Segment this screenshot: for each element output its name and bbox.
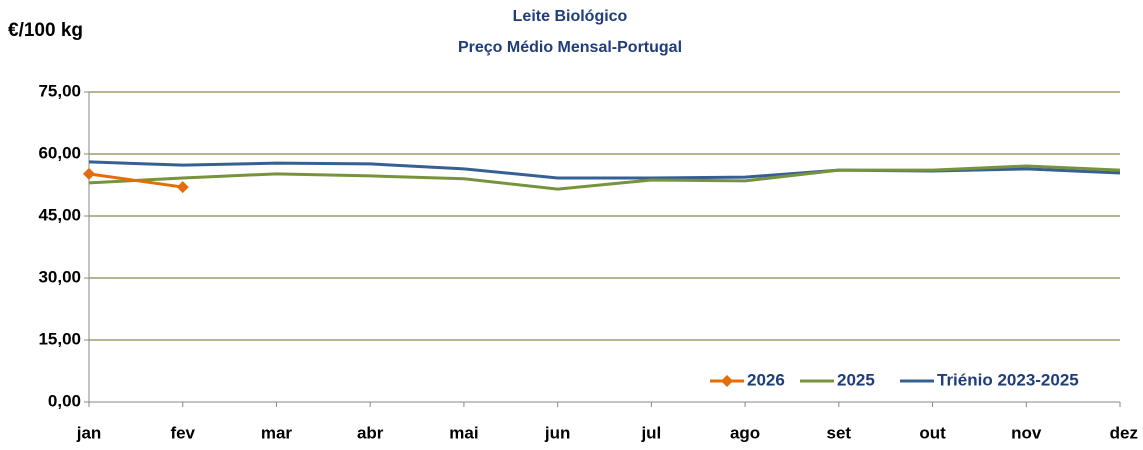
legend-label: Triénio 2023-2025	[937, 370, 1079, 389]
x-tick-label: abr	[357, 423, 384, 442]
chart-title: Leite Biológico	[513, 8, 628, 25]
x-tick-label: mai	[449, 423, 478, 442]
x-tick-label: fev	[170, 423, 195, 442]
y-axis-label: €/100 kg	[8, 20, 83, 41]
x-tick-label: jan	[76, 423, 102, 442]
x-tick-label: ago	[730, 423, 760, 442]
legend-label: 2026	[747, 370, 785, 389]
series-line	[88, 172, 183, 189]
point-marker	[83, 167, 95, 180]
x-tick-label: jun	[544, 423, 571, 442]
x-tick-label: mar	[261, 423, 293, 442]
y-tick-label: 30,00	[38, 267, 81, 286]
y-tick-label: 60,00	[38, 143, 81, 162]
y-tick-label: 0,00	[48, 391, 81, 410]
chart-subtitle: Preço Médio Mensal-Portugal	[458, 39, 682, 56]
x-tick-label: jul	[640, 423, 661, 442]
x-tick-label: nov	[1011, 423, 1042, 442]
x-tick-label: out	[919, 423, 946, 442]
y-tick-label: 75,00	[38, 81, 81, 100]
legend-label: 2025	[837, 370, 875, 389]
series-line	[88, 164, 1121, 191]
x-tick-label: set	[827, 423, 852, 442]
y-tick-label: 45,00	[38, 205, 81, 224]
legend-marker	[721, 375, 733, 387]
point-marker	[176, 181, 189, 194]
x-tick-label: dez	[1110, 423, 1138, 442]
y-tick-label: 15,00	[38, 329, 81, 348]
